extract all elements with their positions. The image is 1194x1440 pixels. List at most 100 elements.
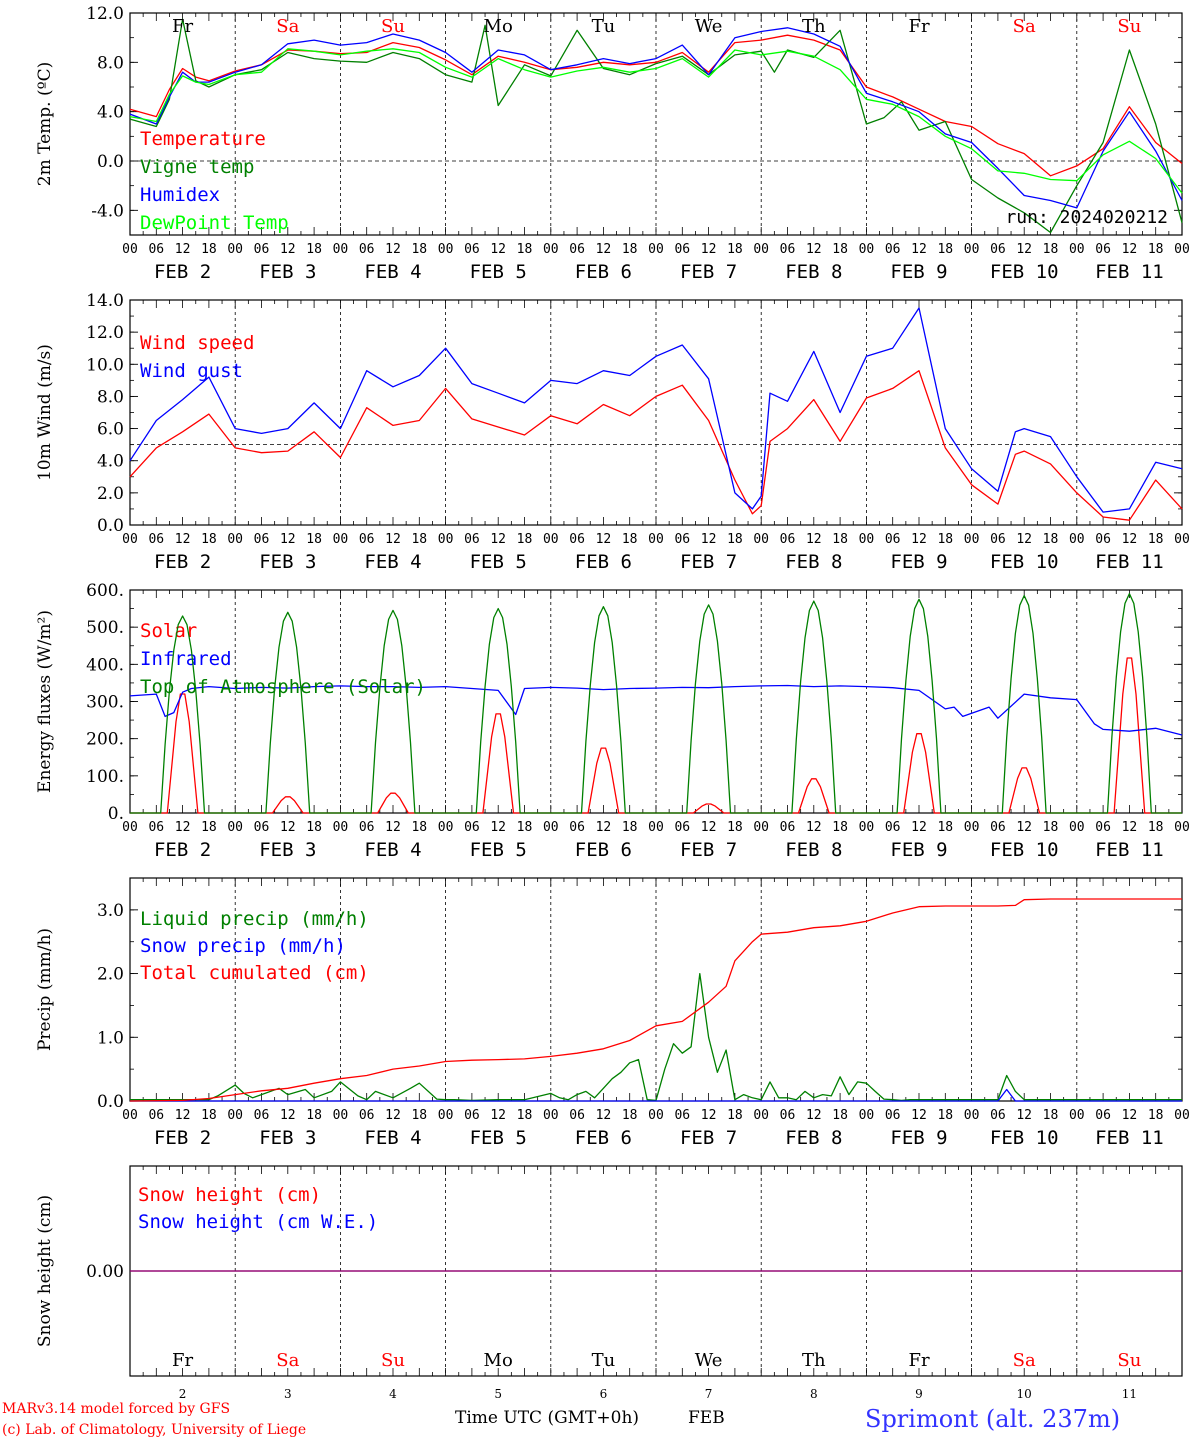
legend-dewpoint-temp: DewPoint Temp [140,212,289,234]
hour-label: 06 [990,532,1006,547]
hour-label: 18 [727,1108,743,1123]
hour-label: 12 [806,1108,822,1123]
panel-frame [129,589,1183,814]
series-line-liquid-precip-mm-h [130,972,1182,1102]
hour-label: 18 [201,532,217,547]
date-label: FEB 10 [990,261,1059,283]
legend-total-cumulated-cm: Total cumulated (cm) [140,962,369,984]
y-tick-label: 0.00 [86,1262,124,1282]
hour-label: 18 [1043,242,1059,257]
hour-label: 18 [306,820,322,835]
hour-label: 00 [964,1108,980,1123]
hour-label: 12 [596,1108,612,1123]
day-name-label: We [695,1350,723,1371]
time-axis-label: Time UTC (GMT+0h) [455,1408,639,1428]
date-label: FEB 8 [785,1127,842,1149]
hour-label: 12 [911,1108,927,1123]
series-line-total-cumulated-cm [129,898,1182,1102]
hour-label: 00 [543,1108,559,1123]
hour-label: 00 [648,242,664,257]
hour-label: 06 [148,532,164,547]
hour-label: 12 [385,820,401,835]
hour-label: 12 [701,820,717,835]
y-tick-label: 3.0 [97,901,124,921]
y-tick-label: 300. [86,693,124,713]
hour-label: 00 [227,1108,243,1123]
day-number-label: 11 [1122,1387,1137,1401]
date-label: FEB 7 [680,1127,737,1149]
day-name-label: Su [381,1350,405,1371]
hour-label: 06 [1095,1108,1111,1123]
hour-label: 06 [1095,532,1111,547]
hour-label: 12 [1016,820,1032,835]
hour-label: 18 [727,820,743,835]
hour-label: 00 [543,820,559,835]
hour-label: 12 [175,532,191,547]
date-label: FEB 2 [154,261,211,283]
hour-label: 18 [622,532,638,547]
series-line-wind-speed [129,370,1183,521]
date-label: FEB 5 [470,261,527,283]
day-name-label: Fr [908,1350,929,1371]
hour-label: 06 [780,532,796,547]
panel-2: 0.0 2.0 4.0 6.0 8.0 10.0 12.0 14.0 10m Wind (m/s… [35,291,1190,573]
legend-liquid-precip-mm-h: Liquid precip (mm/h) [140,908,369,930]
date-label: FEB 4 [364,261,421,283]
hour-label: 06 [569,820,585,835]
date-label: FEB 6 [575,839,632,861]
hour-label: 18 [1043,1108,1059,1123]
date-label: FEB 4 [364,551,421,573]
hour-label: 06 [674,532,690,547]
hour-label: 12 [175,1108,191,1123]
y-tick-label: 12.0 [86,323,124,343]
date-label: FEB 2 [154,1127,211,1149]
hour-label: 12 [385,242,401,257]
hour-label: 06 [990,820,1006,835]
y-tick-label: 0.0 [97,516,124,536]
hour-label: 06 [674,1108,690,1123]
hour-label: 18 [201,242,217,257]
date-label: FEB 10 [990,839,1059,861]
run-label: run: 2024020212 [1005,207,1168,228]
hour-label: 12 [1122,820,1138,835]
y-tick-label: 10.0 [86,355,124,375]
hour-label: 00 [648,1108,664,1123]
hour-label: 00 [333,532,349,547]
date-label: FEB 3 [259,551,316,573]
hour-label: 00 [543,242,559,257]
hour-label: 00 [543,532,559,547]
hour-label: 12 [911,532,927,547]
hour-label: 00 [1069,1108,1085,1123]
date-label: FEB 7 [680,261,737,283]
day-name-label: Sa [276,1350,299,1371]
hour-label: 06 [990,1108,1006,1123]
hour-label: 18 [832,532,848,547]
hour-label: 00 [1069,820,1085,835]
hour-label: 12 [911,242,927,257]
y-axis-label: Precip (mm/h) [35,928,55,1051]
y-tick-label: 14.0 [86,291,124,311]
hour-label: 18 [517,1108,533,1123]
hour-label: 00 [753,242,769,257]
date-label: FEB 11 [1095,839,1164,861]
y-tick-label: 500. [86,618,124,638]
panel-1: -4.0 0.0 4.0 8.0 12.0 2m Temp. (ºC) Temperatur… [35,4,1190,283]
y-tick-label: 4.0 [97,452,124,472]
hour-label: 12 [280,1108,296,1123]
series-line-wind-gust [129,307,1183,513]
date-label: FEB 5 [470,839,527,861]
date-label: FEB 3 [259,261,316,283]
hour-label: 06 [780,242,796,257]
y-tick-label: 0.0 [97,152,124,172]
day-name-label: Th [802,1350,826,1371]
date-label: FEB 9 [890,839,947,861]
hour-label: 12 [280,532,296,547]
day-name-label: Fr [172,1350,193,1371]
day-number-label: 10 [1017,1387,1032,1401]
legend-wind-gust: Wind gust [140,360,243,382]
hour-label: 18 [306,532,322,547]
hour-label: 12 [175,242,191,257]
hour-label: 06 [254,1108,270,1123]
hour-label: 00 [438,532,454,547]
hour-label: 06 [148,1108,164,1123]
